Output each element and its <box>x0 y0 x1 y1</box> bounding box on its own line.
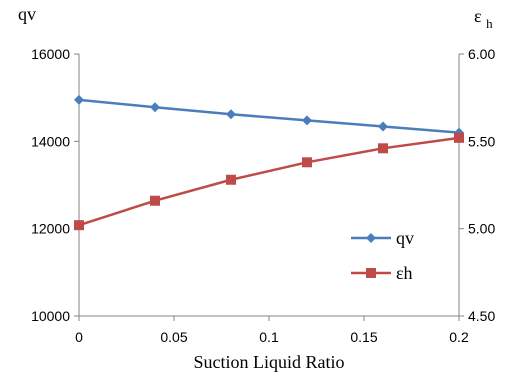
legend-label-1: qv <box>396 228 414 248</box>
y-right-tick-label: 4.50 <box>468 308 495 324</box>
series-1-point <box>74 94 84 105</box>
y-left-tick-label: 10000 <box>31 308 70 324</box>
series-2-point <box>74 220 84 231</box>
y-left-tick-label: 12000 <box>31 221 70 237</box>
legend-marker-2 <box>366 268 376 278</box>
legend-label-2: εh <box>396 263 413 283</box>
y-right-axis-title-main: ε <box>474 6 482 26</box>
y-right-tick-label: 5.00 <box>468 221 495 237</box>
y-right-axis-title: ε h <box>474 6 493 31</box>
y-right-axis-title-subscript: h <box>486 16 493 31</box>
series-1-point <box>378 121 388 132</box>
x-tick-label: 0.05 <box>160 329 187 345</box>
series-2-point <box>226 174 236 185</box>
series-1-point <box>150 102 160 113</box>
y-left-tick-label: 14000 <box>31 133 70 149</box>
y-left-axis-title: qv <box>18 4 36 24</box>
series-line-1 <box>78 98 460 134</box>
y-right-tick-label: 6.00 <box>468 46 495 62</box>
x-tick-label: 0.2 <box>449 329 469 345</box>
series-line-2 <box>78 136 460 227</box>
series-1-point <box>226 109 236 120</box>
y-right-tick-label: 5.50 <box>468 133 495 149</box>
series-2-point <box>454 132 464 143</box>
x-axis-title: Suction Liquid Ratio <box>194 352 345 372</box>
series-1-point <box>302 115 312 126</box>
x-tick-label: 0.15 <box>350 329 377 345</box>
legend: qv εh <box>351 228 414 283</box>
series-2-point <box>302 157 312 168</box>
axes-group: 10000 12000 14000 16000 4.50 5.00 5.50 6.00 0 0.0… <box>31 46 495 345</box>
series-2-point <box>150 195 160 206</box>
series-group <box>74 94 464 231</box>
x-tick-label: 0.1 <box>259 329 279 345</box>
y-left-tick-label: 16000 <box>31 46 70 62</box>
series-2-point <box>378 143 388 154</box>
x-tick-label: 0 <box>75 329 83 345</box>
legend-marker-1 <box>366 233 376 243</box>
